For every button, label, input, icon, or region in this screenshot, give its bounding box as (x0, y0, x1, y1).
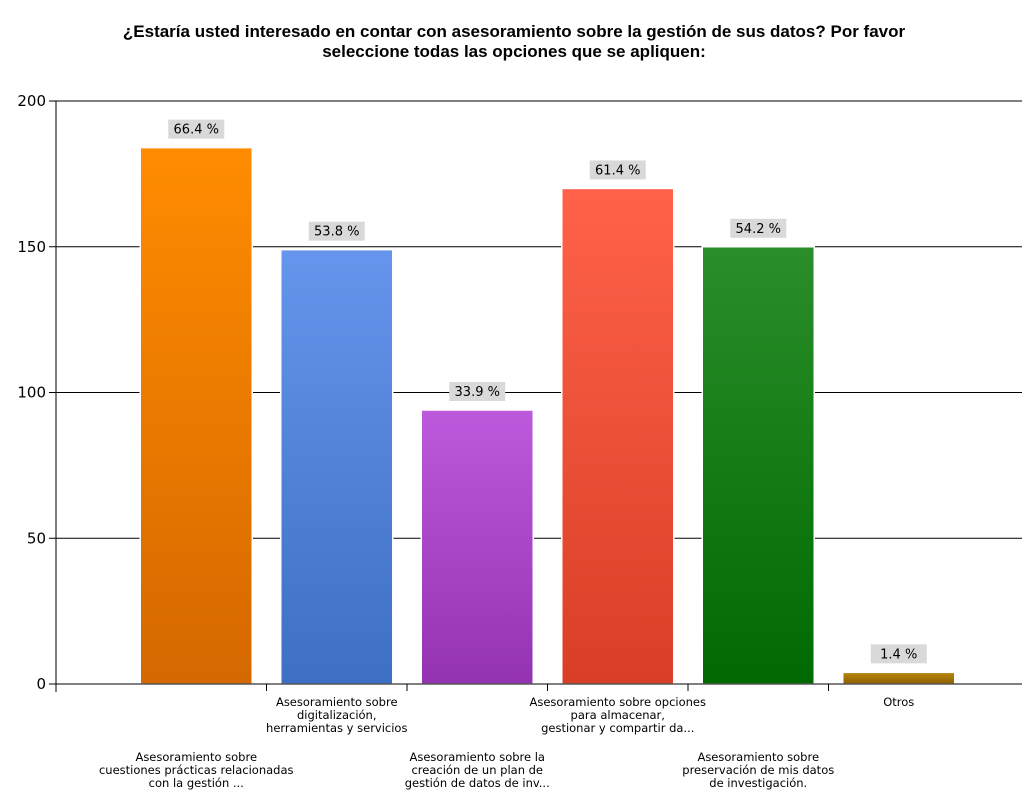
category-label-line: cuestiones prácticas relacionadas (99, 763, 294, 777)
category-label: Otros (883, 695, 914, 709)
category-label: Asesoramiento sobre opciones para almacen… (530, 695, 706, 735)
category-label-line: Asesoramiento sobre opciones (530, 695, 706, 709)
category-label-line: gestionar y compartir da... (541, 721, 694, 735)
data-label-box (730, 218, 787, 238)
category-label: Asesoramiento sobre cuestiones prácticas … (99, 750, 294, 790)
data-label: 66.4 % (174, 123, 219, 138)
category-label: Asesoramiento sobre la creación de un pla… (405, 750, 550, 790)
data-label: 33.9 % (455, 385, 500, 400)
category-label: Asesoramiento sobre digitalización, herram… (266, 695, 407, 735)
category-label-line: Asesoramiento sobre (697, 750, 819, 764)
category-label: Asesoramiento sobre preservación de mis d… (682, 750, 834, 790)
category-label-line: Asesoramiento sobre (135, 750, 257, 764)
chart-title-line-1: ¿Estaría usted interesado en contar con … (122, 22, 906, 41)
bar-4 (561, 187, 675, 685)
y-tick-label: 200 (17, 92, 46, 110)
bar-3 (420, 409, 534, 685)
data-label: 54.2 % (736, 222, 781, 237)
data-label-box (308, 221, 365, 241)
data-label-box (168, 119, 225, 139)
bar-5 (701, 246, 815, 685)
category-label-line: preservación de mis datos (682, 763, 834, 777)
category-label-line: Asesoramiento sobre (276, 695, 398, 709)
category-label-line: digitalización, (297, 708, 377, 722)
axes (49, 100, 1022, 692)
chart-title-line-2: seleccione todas las opciones que se apl… (322, 42, 706, 61)
category-label-line: creación de un plan de (411, 763, 543, 777)
data-label-box (870, 644, 927, 664)
data-label-box (589, 160, 646, 180)
data-label: 53.8 % (314, 225, 359, 240)
category-label-line: Otros (883, 695, 914, 709)
category-label-line: gestión de datos de inv... (405, 776, 550, 790)
category-labels: Asesoramiento sobre cuestiones prácticas … (99, 695, 914, 790)
data-label: 61.4 % (595, 163, 640, 178)
data-labels: 66.4 % 53.8 % 33.9 % 61.4 % 54.2 % 1.4 % (168, 119, 927, 664)
data-label: 1.4 % (880, 647, 917, 662)
category-label-line: para almacenar, (571, 708, 665, 722)
y-tick-label: 50 (27, 529, 46, 547)
bar-6 (842, 671, 956, 685)
category-label-line: de investigación. (709, 776, 807, 790)
y-tick-label: 0 (36, 675, 46, 693)
data-label-box (449, 381, 506, 401)
category-label-line: herramientas y servicios (266, 721, 407, 735)
category-label-line: con la gestión ... (149, 776, 244, 790)
y-tick-label: 100 (17, 384, 46, 402)
y-tick-labels: 0 50 100 150 200 (17, 92, 46, 693)
bar-2 (280, 248, 394, 685)
category-label-line: Asesoramiento sobre la (410, 750, 545, 764)
bars (139, 146, 956, 685)
bar-1 (139, 146, 253, 685)
y-tick-label: 150 (17, 238, 46, 256)
